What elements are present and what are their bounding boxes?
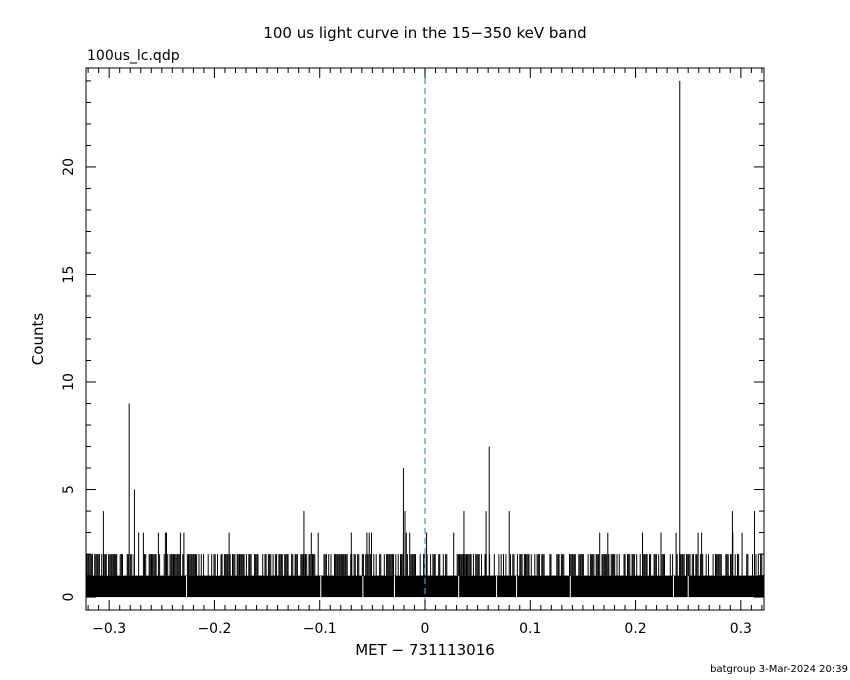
footer-stamp: batgroup 3-Mar-2024 20:39 (710, 664, 848, 675)
y-axis-label: Counts (29, 313, 47, 366)
x-tick-label: 0 (421, 621, 430, 637)
x-axis-label: MET − 731113016 (355, 641, 495, 659)
x-tick-label: −0.3 (92, 621, 126, 637)
x-tick-label: −0.2 (197, 621, 231, 637)
y-tick-label: 20 (61, 158, 77, 176)
file-label: 100us_lc.qdp (87, 48, 180, 64)
x-tick-label: 0.3 (730, 621, 752, 637)
y-tick-labels: 0 5 10 15 20 (61, 158, 77, 602)
y-tick-label: 5 (61, 485, 77, 494)
x-tick-label: −0.1 (303, 621, 337, 637)
baseline-bins (86, 575, 764, 598)
y-tick-label: 0 (61, 593, 77, 602)
counts-histogram (86, 80, 764, 598)
x-tick-label: 0.2 (624, 621, 646, 637)
frequent-bins (86, 532, 763, 576)
y-tick-label: 15 (61, 266, 77, 284)
y-tick-label: 10 (61, 373, 77, 391)
axis-ticks (86, 68, 764, 610)
x-tick-label: 0.1 (519, 621, 541, 637)
chart-title: 100 us light curve in the 15−350 keV ban… (263, 24, 586, 42)
x-tick-labels: −0.3 −0.2 −0.1 0 0.1 0.2 0.3 (92, 621, 752, 637)
